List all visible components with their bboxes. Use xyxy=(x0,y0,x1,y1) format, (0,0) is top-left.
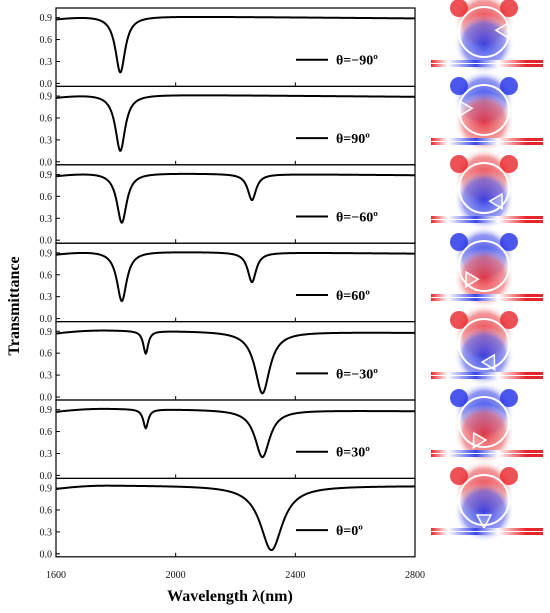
transmittance-curve xyxy=(55,329,416,395)
y-tick-label: 0.9 xyxy=(40,170,53,181)
y-tick-label: 0.0 xyxy=(40,471,53,482)
y-tick-label: 0.9 xyxy=(40,405,53,416)
legend-label: θ=90º xyxy=(336,132,370,147)
ring-resonator xyxy=(458,240,510,292)
legend-label: θ=−60º xyxy=(336,211,378,226)
transmittance-curve xyxy=(55,94,416,152)
panel-2: 0.0 0.3 0.6 0.9 θ=−60º xyxy=(40,164,416,247)
field-lower xyxy=(454,326,514,386)
y-tick-label: 0.0 xyxy=(40,314,53,325)
field-lower xyxy=(454,482,514,542)
panel-3: 0.0 0.3 0.6 0.9 θ=60º xyxy=(40,242,416,325)
ring-resonator xyxy=(458,162,510,214)
x-axis-title: Wavelength λ(nm) xyxy=(167,588,293,605)
field-lobe-right xyxy=(500,77,518,95)
panel-0: 0.0 0.3 0.6 0.9 θ=−90º xyxy=(40,7,416,90)
y-tick-label: 0.0 xyxy=(40,236,53,247)
field-lobe-right xyxy=(500,389,518,407)
field-lobe-right xyxy=(500,0,518,17)
legend-label: θ=0º xyxy=(336,524,363,539)
y-tick-label: 0.6 xyxy=(40,505,53,516)
transmittance-curve xyxy=(55,15,416,74)
field-map-6 xyxy=(431,460,543,542)
legend-label: θ=−90º xyxy=(336,54,378,69)
y-tick-label: 0.9 xyxy=(40,13,53,24)
panel-1: 0.0 0.3 0.6 0.9 θ=90º xyxy=(40,85,416,168)
field-map-5 xyxy=(431,382,543,464)
field-map-1 xyxy=(431,70,543,152)
ring-resonator xyxy=(458,318,510,370)
field-map-4 xyxy=(431,304,543,386)
y-tick-label: 0.3 xyxy=(40,449,53,460)
field-maps xyxy=(431,0,543,542)
panel-4: 0.0 0.3 0.6 0.9 θ=−30º xyxy=(40,321,416,404)
field-lobe-left xyxy=(450,77,468,95)
panel-frame xyxy=(55,85,416,166)
y-tick-label: 0.6 xyxy=(40,270,53,281)
panel-frame xyxy=(55,477,416,558)
legend-label: θ=−30º xyxy=(336,367,378,382)
field-map-2 xyxy=(431,148,543,230)
ring-notch xyxy=(472,431,488,450)
y-tick-label: 0.9 xyxy=(40,327,53,338)
x-tick-label: 1600 xyxy=(46,570,66,581)
field-lobe-left xyxy=(450,233,468,251)
ring-notch xyxy=(458,100,474,118)
transmittance-curve xyxy=(55,407,415,459)
y-tick-label: 0.9 xyxy=(40,484,53,495)
y-tick-label: 0.3 xyxy=(40,214,53,225)
plot-panels: 0.00.30.60.9θ=−90º0.00.30.60.9θ=90º0.00.… xyxy=(40,7,425,581)
field-lobe-left xyxy=(450,389,468,407)
field-lobe-right xyxy=(500,311,518,329)
y-tick-label: 0.6 xyxy=(40,35,53,46)
x-tick-label: 2800 xyxy=(405,570,425,581)
legend-label: θ=60º xyxy=(336,289,370,304)
y-tick-label: 0.3 xyxy=(40,57,53,68)
field-lower xyxy=(454,404,514,464)
transmittance-curve xyxy=(55,251,415,303)
ring-resonator xyxy=(458,474,510,526)
y-tick-label: 0.3 xyxy=(40,371,53,382)
ring-notch xyxy=(475,514,493,530)
panel-6: 0.0 0.3 0.6 0.9 θ=0º xyxy=(40,477,416,560)
field-lobe-left xyxy=(450,467,468,485)
field-lower xyxy=(454,170,514,230)
y-axis-title: Transmittance xyxy=(6,256,23,355)
ring-notch xyxy=(488,192,504,211)
field-lobe-left xyxy=(450,155,468,173)
y-tick-label: 0.9 xyxy=(40,248,53,259)
field-lobe-right xyxy=(500,155,518,173)
panel-frame xyxy=(55,7,416,88)
y-tick-label: 0.6 xyxy=(40,349,53,360)
y-tick-label: 0.0 xyxy=(40,549,53,560)
field-map-0 xyxy=(431,0,543,74)
y-tick-label: 0.0 xyxy=(40,393,53,404)
y-tick-label: 0.3 xyxy=(40,135,53,146)
y-tick-label: 0.3 xyxy=(40,527,53,538)
panel-5: 0.0 0.3 0.6 0.9 θ=30º xyxy=(40,399,416,482)
x-tick-label: 2400 xyxy=(285,570,305,581)
transmittance-curve xyxy=(55,484,415,552)
field-lower xyxy=(454,248,514,308)
ring-notch xyxy=(480,353,496,372)
legend-label: θ=30º xyxy=(336,446,370,461)
field-lobe-right xyxy=(500,233,518,251)
field-lobe-right xyxy=(500,467,518,485)
y-tick-label: 0.6 xyxy=(40,192,53,203)
y-tick-label: 0.6 xyxy=(40,113,53,124)
field-lobe-left xyxy=(450,0,468,17)
y-tick-label: 0.0 xyxy=(40,79,53,90)
field-map-3 xyxy=(431,226,543,308)
ring-resonator xyxy=(458,396,510,448)
ring-notch xyxy=(494,22,510,40)
ring-notch xyxy=(464,270,480,289)
field-lobe-left xyxy=(450,311,468,329)
y-tick-label: 0.9 xyxy=(40,92,53,103)
y-tick-label: 0.0 xyxy=(40,157,53,168)
y-tick-label: 0.6 xyxy=(40,427,53,438)
y-tick-label: 0.3 xyxy=(40,292,53,303)
transmittance-curve xyxy=(55,172,416,225)
x-tick-label: 2000 xyxy=(166,570,186,581)
